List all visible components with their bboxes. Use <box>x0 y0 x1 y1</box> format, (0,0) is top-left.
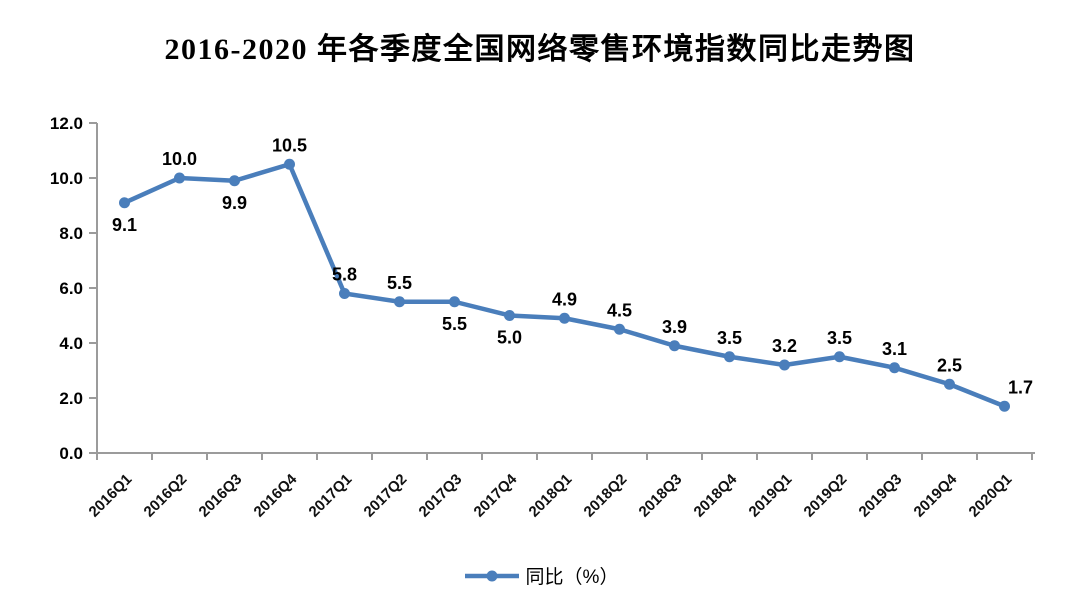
data-point <box>119 197 130 209</box>
data-label: 5.8 <box>332 265 357 285</box>
y-tick-label: 10.0 <box>50 169 83 188</box>
legend: 同比（%） <box>0 562 1080 589</box>
data-point <box>779 359 790 371</box>
data-label: 3.5 <box>717 328 742 348</box>
x-tick-label: 2018Q4 <box>691 470 741 520</box>
legend-marker-dot <box>486 570 498 581</box>
x-tick-label: 2017Q1 <box>306 471 356 521</box>
data-point <box>724 351 735 363</box>
data-label: 10.0 <box>162 149 197 169</box>
data-label: 3.2 <box>772 336 797 356</box>
data-label: 3.5 <box>827 328 852 348</box>
data-point <box>174 172 185 184</box>
x-tick-label: 2016Q1 <box>86 471 136 521</box>
y-tick-label: 2.0 <box>59 389 83 408</box>
data-label: 9.9 <box>222 193 247 213</box>
data-label: 5.5 <box>442 314 467 334</box>
y-tick-label: 8.0 <box>59 224 83 243</box>
data-point <box>944 378 955 390</box>
data-label: 10.5 <box>272 135 307 155</box>
x-tick-label: 2019Q3 <box>856 471 906 521</box>
x-tick-label: 2018Q3 <box>636 471 686 521</box>
data-point <box>999 400 1010 412</box>
y-tick-label: 12.0 <box>50 114 83 133</box>
data-point <box>889 362 900 374</box>
data-label: 9.1 <box>112 215 137 235</box>
data-label: 5.5 <box>387 273 412 293</box>
x-tick-label: 2017Q4 <box>471 470 521 520</box>
data-label: 3.1 <box>882 339 907 359</box>
y-tick-label: 4.0 <box>59 334 83 353</box>
x-tick-label: 2018Q1 <box>526 471 576 521</box>
data-point <box>559 312 570 324</box>
x-tick-label: 2019Q4 <box>911 470 961 520</box>
x-tick-label: 2019Q1 <box>746 471 796 521</box>
data-label: 4.5 <box>607 300 632 320</box>
y-tick-label: 6.0 <box>59 279 83 298</box>
data-point <box>449 296 460 308</box>
data-label: 5.0 <box>497 328 522 348</box>
legend-label: 同比（%） <box>525 567 619 588</box>
x-tick-label: 2018Q2 <box>581 471 631 521</box>
x-tick-label: 2016Q4 <box>251 470 301 520</box>
chart-title: 2016-2020 年各季度全国网络零售环境指数同比走势图 <box>164 33 916 66</box>
y-tick-label: 0.0 <box>59 444 83 463</box>
data-point <box>394 296 405 308</box>
x-tick-label: 2017Q2 <box>361 471 411 521</box>
data-point <box>284 158 295 170</box>
data-label: 1.7 <box>1008 377 1033 397</box>
x-tick-label: 2019Q2 <box>801 471 851 521</box>
data-point <box>504 310 515 321</box>
data-label: 2.5 <box>937 355 962 375</box>
legend-line-sample <box>464 570 519 581</box>
x-tick-label: 2016Q3 <box>196 471 246 521</box>
x-tick-label: 2020Q1 <box>966 471 1016 521</box>
series-line <box>122 162 1007 409</box>
data-point <box>229 175 240 187</box>
data-point <box>669 340 680 352</box>
x-tick-label: 2017Q3 <box>416 471 466 521</box>
data-point <box>834 351 845 363</box>
data-point <box>339 288 350 299</box>
data-label: 4.9 <box>552 289 577 309</box>
data-label: 3.9 <box>662 317 687 337</box>
x-tick-label: 2016Q2 <box>141 471 191 521</box>
data-point <box>614 323 625 335</box>
